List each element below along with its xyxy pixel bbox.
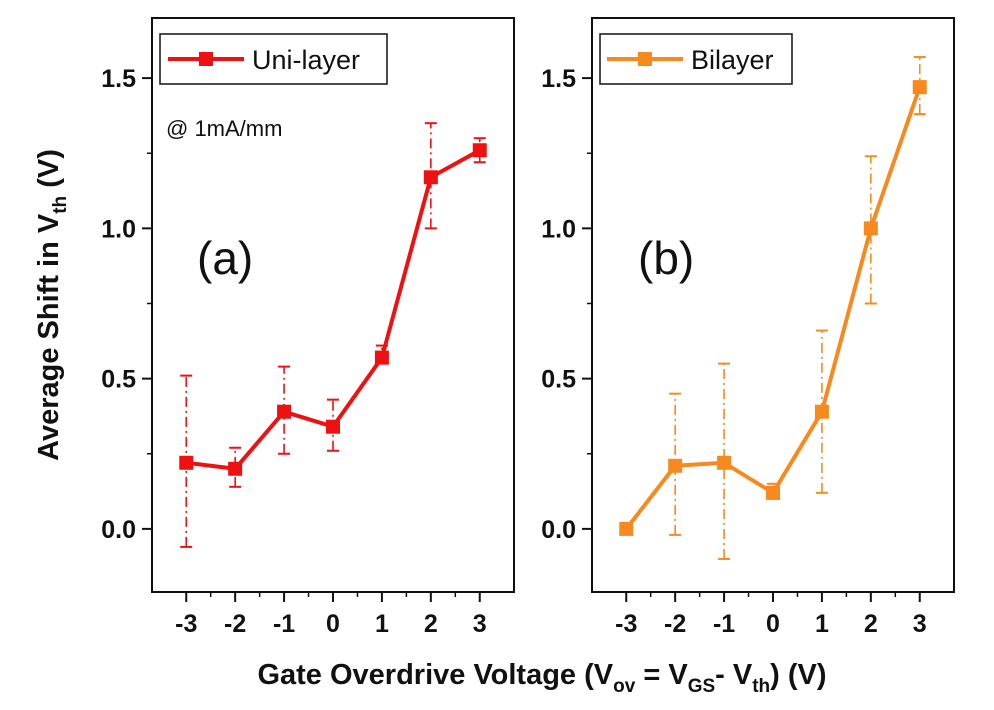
legend-b-label: Bilayer	[691, 45, 774, 75]
data-point	[766, 485, 780, 500]
panel-a-label: (a)	[197, 232, 253, 284]
y-tick-label: 1.5	[101, 65, 136, 93]
panel-a: -3 -2 -1 0 1 2 3 0.0 0.5 1.0 1.5 Uni-layer @ 1mA/m…	[101, 17, 515, 638]
x-tick-label: 3	[913, 610, 927, 638]
panel-b: -3 -2 -1 0 1 2 3 0.0 0.5 1.0 1.5 Bilayer (b)	[541, 17, 955, 638]
legend-a: Uni-layer	[159, 33, 388, 85]
x-tick-label: -1	[273, 610, 295, 638]
panel-a-axes: -3 -2 -1 0 1 2 3 0.0 0.5 1.0 1.5	[101, 65, 486, 638]
panel-b-label: (b)	[638, 232, 694, 284]
y-tick-label: 1.0	[541, 215, 576, 243]
data-point	[277, 404, 292, 419]
panel-a-frame	[151, 17, 515, 593]
data-point	[423, 170, 438, 185]
data-point	[814, 404, 829, 419]
legend-b-marker	[638, 52, 652, 66]
data-point	[472, 143, 487, 158]
y-tick-label: 0.0	[541, 516, 576, 544]
current-density-annotation: @ 1mA/mm	[166, 116, 282, 141]
x-tick-label: -2	[224, 610, 246, 638]
y-tick-label: 0.5	[541, 366, 576, 394]
x-tick-label: 1	[375, 610, 389, 638]
legend-a-marker	[199, 52, 213, 66]
y-tick-label: 1.5	[541, 65, 576, 93]
x-tick-label: 1	[815, 610, 829, 638]
data-point	[326, 419, 340, 434]
x-tick-label: -3	[615, 610, 637, 638]
panel-b-axes: -3 -2 -1 0 1 2 3 0.0 0.5 1.0 1.5	[541, 65, 926, 638]
x-axis-title: Gate Overdrive Voltage (Vov = VGS- Vth) …	[257, 659, 826, 697]
y-tick-label: 1.0	[101, 215, 136, 243]
data-point	[179, 455, 194, 470]
x-tick-label: 2	[864, 610, 878, 638]
y-axis-title: Average Shift in Vth (V)	[33, 149, 71, 461]
x-tick-label: -3	[175, 610, 197, 638]
data-point	[863, 221, 878, 236]
legend-b: Bilayer	[599, 33, 793, 85]
x-tick-label: 2	[424, 610, 438, 638]
y-tick-label: 0.5	[101, 366, 136, 394]
panel-b-series	[619, 56, 927, 560]
panel-b-frame	[591, 17, 955, 593]
data-point	[228, 461, 243, 476]
panel-a-series	[179, 122, 487, 548]
data-point	[717, 455, 732, 470]
data-point	[374, 350, 389, 365]
data-point	[668, 458, 683, 473]
x-tick-label: 0	[326, 610, 340, 638]
x-tick-label: 0	[766, 610, 780, 638]
y-tick-label: 0.0	[101, 516, 136, 544]
x-tick-label: -2	[664, 610, 686, 638]
data-point	[619, 521, 634, 536]
x-tick-label: -1	[713, 610, 735, 638]
data-point	[912, 80, 927, 95]
x-tick-label: 3	[473, 610, 487, 638]
legend-a-label: Uni-layer	[252, 45, 360, 75]
